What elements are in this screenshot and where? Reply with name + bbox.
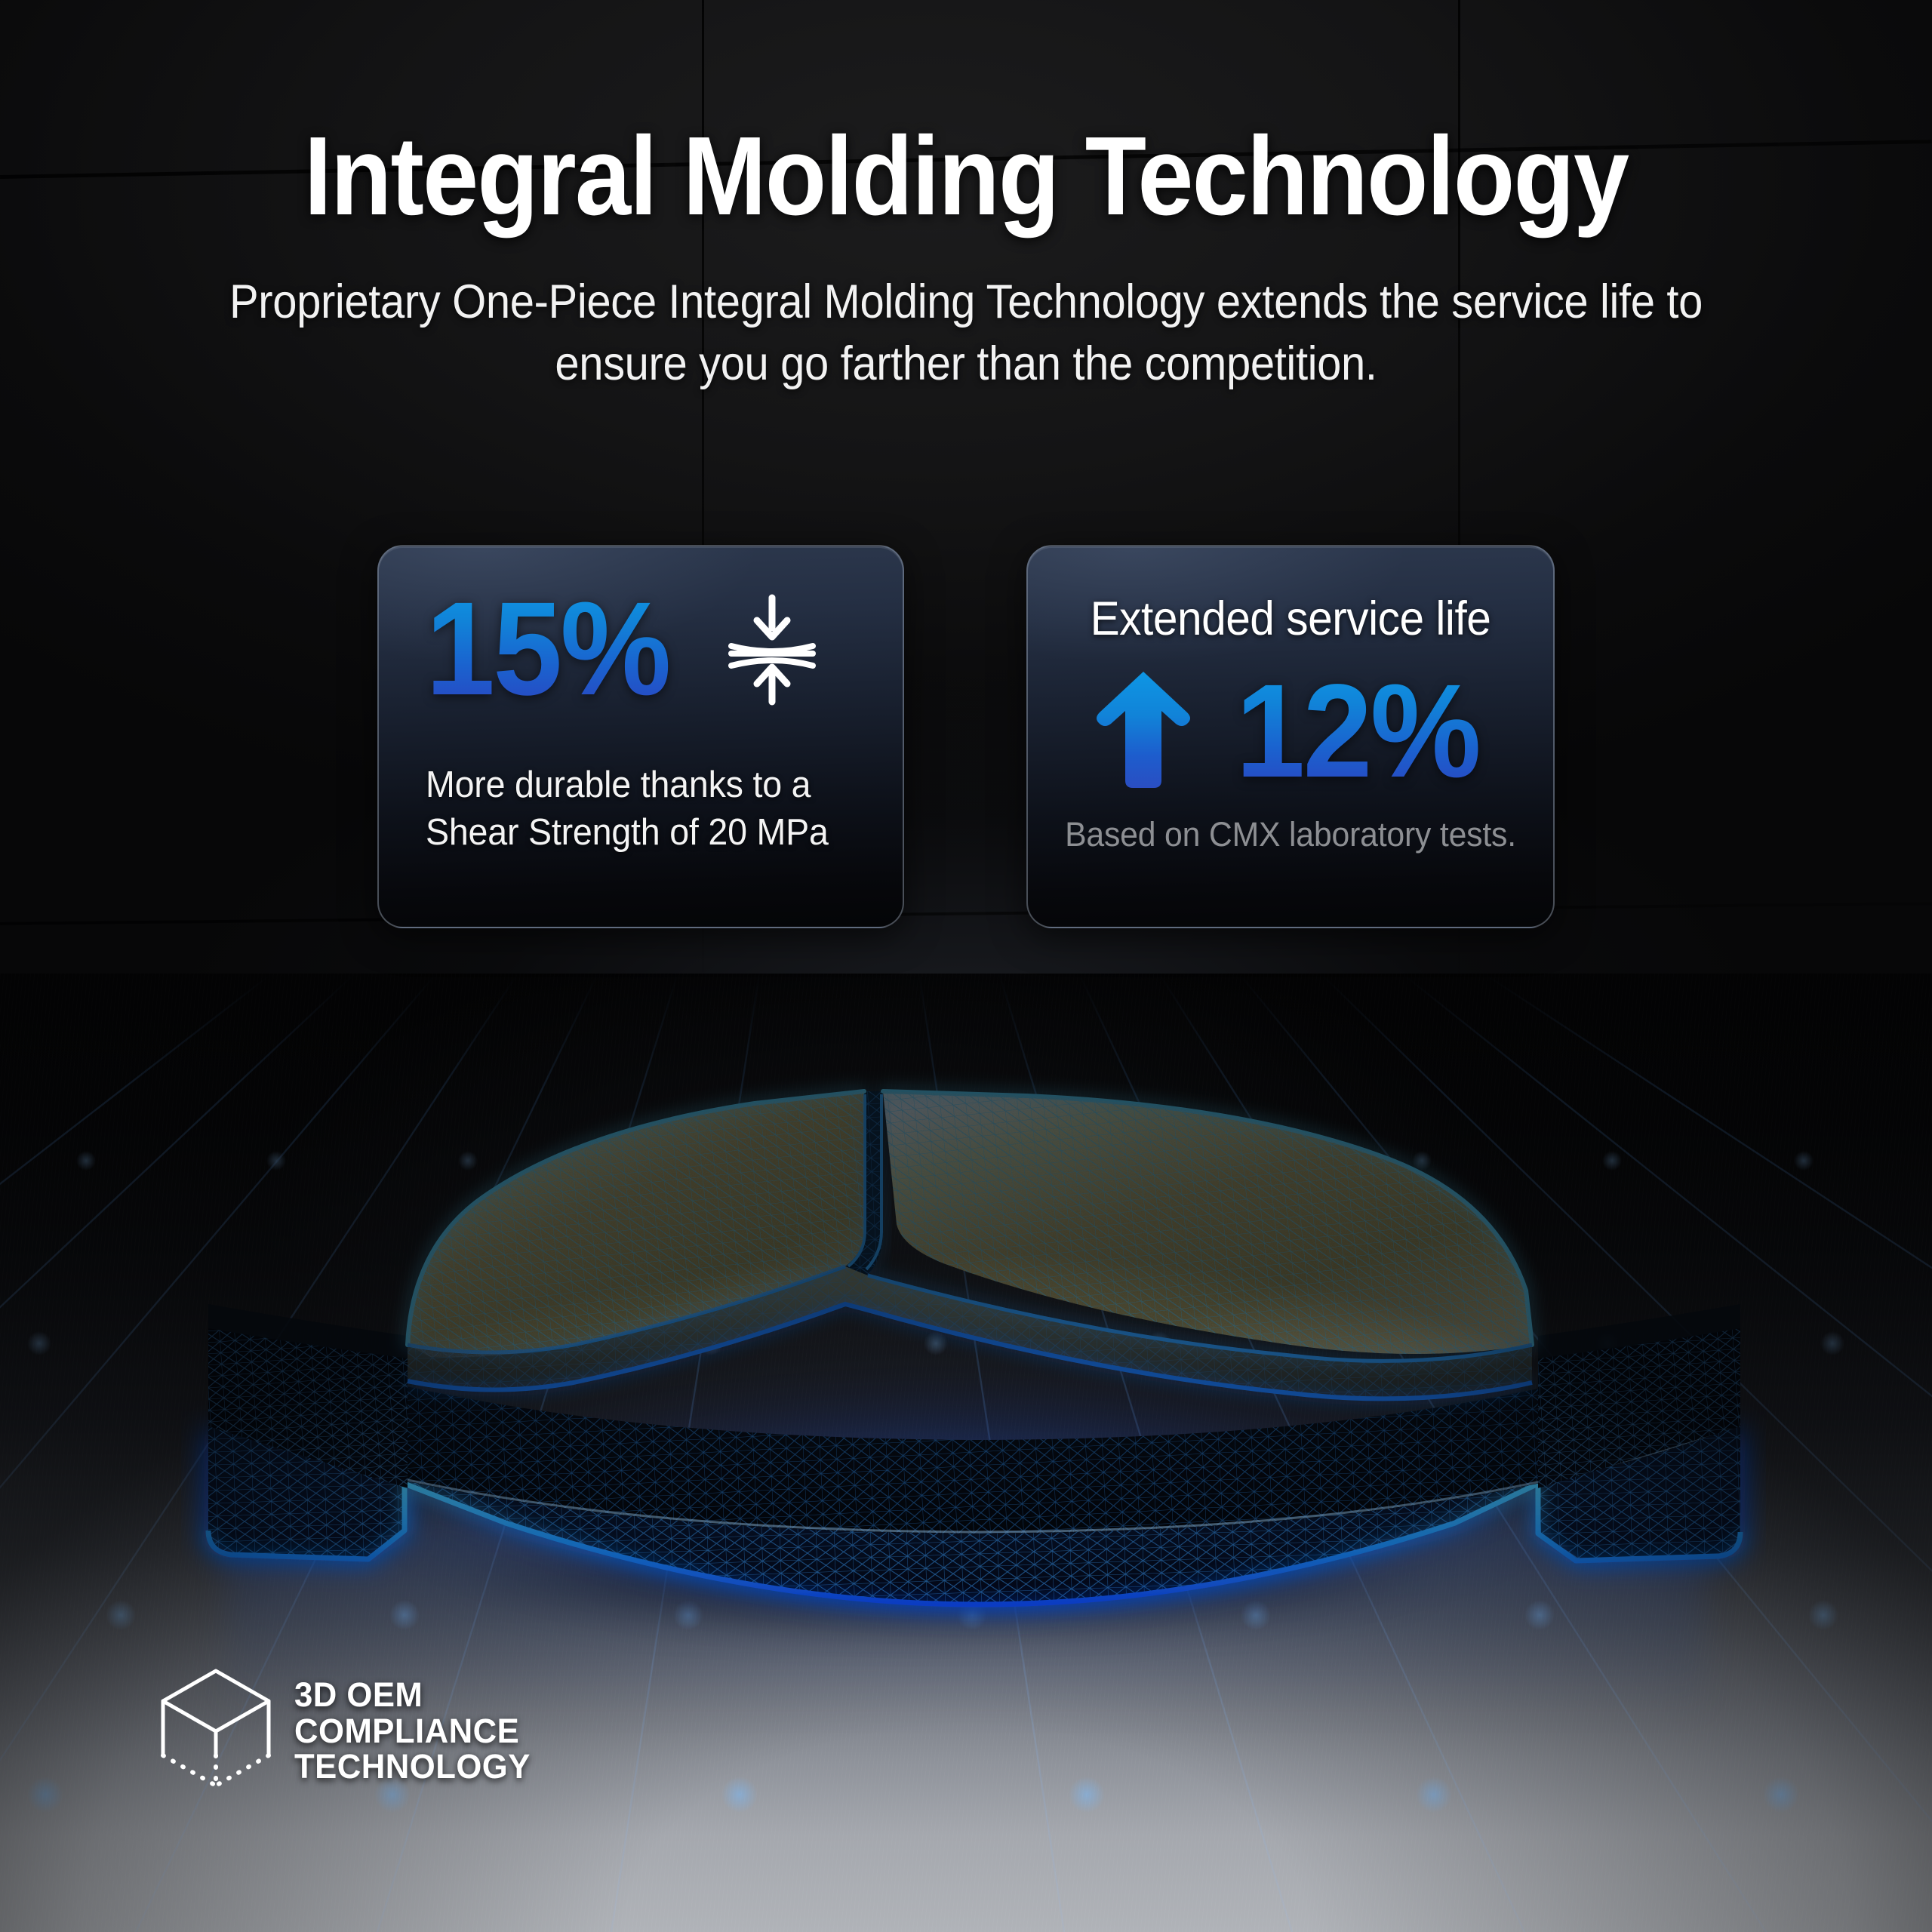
durability-value: 15% [426, 575, 671, 723]
stat-cards: 15% [0, 545, 1932, 937]
wall-seam-vertical-left [702, 0, 704, 1004]
service-life-footnote: Based on CMX laboratory tests. [1065, 815, 1516, 854]
badge-text: 3D OEM COMPLIANCE TECHNOLOGY [294, 1677, 531, 1785]
durability-value-row: 15% [379, 546, 903, 723]
durability-card[interactable]: 15% [377, 545, 904, 928]
arrow-up-icon [1094, 666, 1193, 798]
wireframe-cube-icon [157, 1666, 275, 1795]
badge-line-1: 3D OEM [294, 1675, 423, 1714]
wall-seam-vertical-right [1458, 0, 1460, 1004]
oem-compliance-badge: 3D OEM COMPLIANCE TECHNOLOGY [157, 1666, 538, 1795]
service-life-heading: Extended service life [1090, 592, 1491, 645]
service-life-value: 12% [1235, 657, 1481, 806]
badge-line-3: TECHNOLOGY [294, 1747, 531, 1786]
badge-line-2: COMPLIANCE [294, 1711, 520, 1750]
floor-vignette [0, 974, 1932, 1932]
service-life-card[interactable]: Extended service life [1026, 545, 1555, 928]
compression-icon [724, 593, 820, 710]
page-subtitle: Proprietary One-Piece Integral Molding T… [229, 275, 1703, 390]
durability-description: More durable thanks to a Shear Strength … [426, 764, 829, 854]
background-wall [0, 0, 1932, 1004]
service-life-value-row: 12% [1028, 657, 1553, 806]
header-block: Integral Molding Technology Proprietary … [0, 0, 1932, 395]
page-title: Integral Molding Technology [303, 114, 1629, 238]
